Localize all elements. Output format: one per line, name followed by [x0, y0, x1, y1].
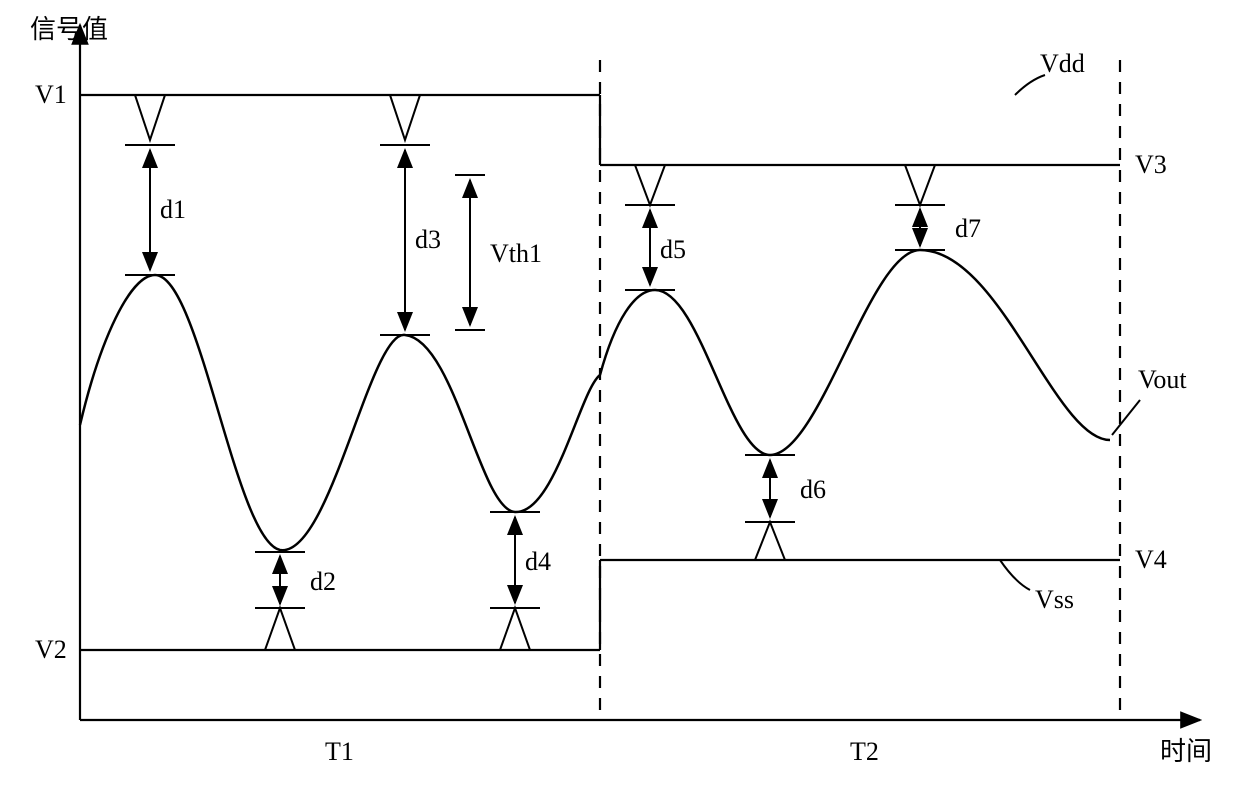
d4-label: d4 — [525, 547, 551, 576]
vdd-pointer — [1015, 75, 1045, 95]
signal-diagram: 信号值 时间 V1 V2 V3 V4 T1 T2 Vdd Vss Vout — [0, 0, 1240, 797]
d7-label: d7 — [955, 214, 981, 243]
v2-label: V2 — [35, 635, 67, 664]
x-axis-label: 时间 — [1160, 737, 1212, 766]
d3-label: d3 — [415, 225, 441, 254]
d2-v-notch — [265, 608, 295, 650]
d3-v-notch — [390, 95, 420, 140]
d5-label: d5 — [660, 235, 686, 264]
d4-v-notch — [500, 608, 530, 650]
vout-label: Vout — [1138, 365, 1187, 394]
vss-label: Vss — [1035, 585, 1074, 614]
y-axis-label: 信号值 — [30, 15, 108, 44]
vout-waveform-t1 — [80, 275, 600, 550]
d5-v-notch — [635, 165, 665, 205]
vdd-label: Vdd — [1040, 49, 1085, 78]
d2-label: d2 — [310, 567, 336, 596]
t2-label: T2 — [850, 737, 879, 766]
v3-label: V3 — [1135, 150, 1167, 179]
d1-label: d1 — [160, 195, 186, 224]
t1-label: T1 — [325, 737, 354, 766]
d6-v-notch — [755, 522, 785, 560]
d7-v-notch — [905, 165, 935, 205]
vth1-label: Vth1 — [490, 239, 542, 268]
v4-label: V4 — [1135, 545, 1167, 574]
vout-waveform-t2 — [600, 250, 1110, 455]
d1-v-notch — [135, 95, 165, 140]
d6-label: d6 — [800, 475, 826, 504]
v1-label: V1 — [35, 80, 67, 109]
vout-pointer — [1112, 400, 1140, 435]
diagram-svg: 信号值 时间 V1 V2 V3 V4 T1 T2 Vdd Vss Vout — [0, 0, 1240, 797]
vss-pointer — [1000, 560, 1030, 590]
